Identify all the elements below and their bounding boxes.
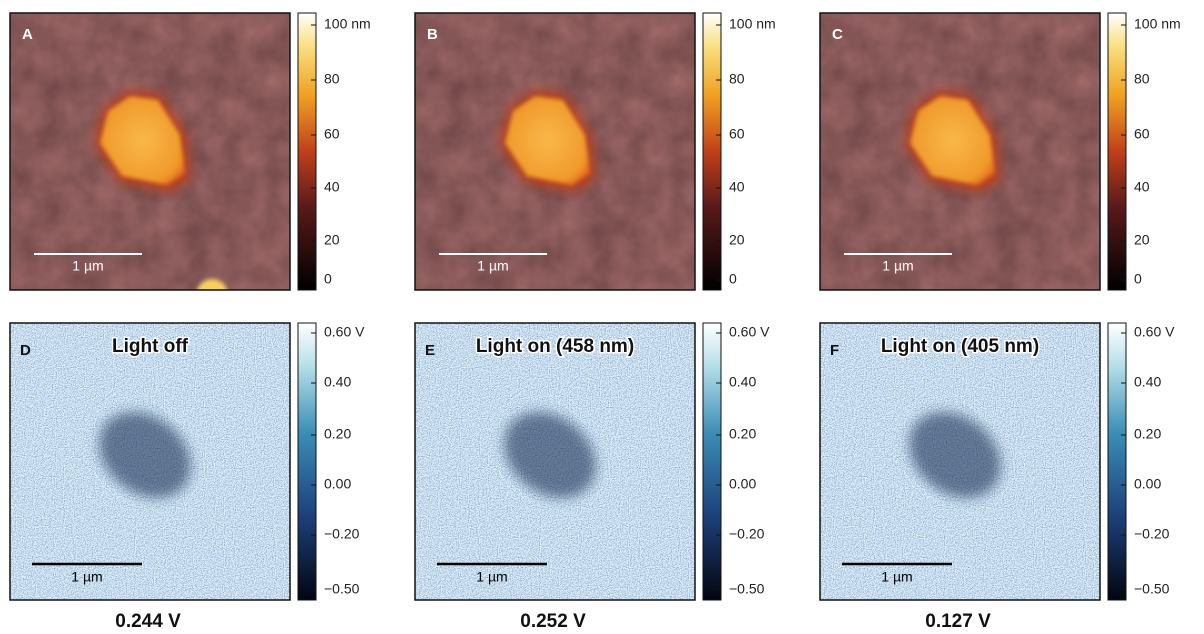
grain	[100, 96, 185, 185]
image: 1 µm F Light on (405 nm)	[820, 323, 1100, 600]
colorbar: 100 nm 80 60 40 20 0	[1107, 12, 1181, 291]
colorbar-tick-label: 60	[324, 126, 340, 142]
panel-title: Light on (458 nm)	[476, 336, 634, 357]
colorbar-tick-label: 60	[729, 126, 745, 142]
colorbar-tick-label: 40	[1134, 179, 1150, 195]
panel: 1 µm A	[9, 12, 291, 291]
grain-contrast	[909, 412, 1001, 498]
colorbar-tick-label: 0.40	[324, 374, 351, 390]
grain-contrast	[504, 412, 596, 498]
colorbar-tick-label: −0.20	[324, 526, 360, 542]
caption: 0.244 V	[115, 611, 181, 632]
colorbar-tick-label: −0.50	[729, 581, 765, 597]
colorbar-tick-label: 0.60 V	[324, 324, 365, 340]
colorbar-tick-label: 80	[1134, 71, 1150, 87]
colorbar: 100 nm 80 60 40 20 0	[297, 12, 371, 291]
colorbar-tick-label: 0.20	[1134, 426, 1161, 442]
colorbar-tick-label: 0.40	[1134, 374, 1161, 390]
colorbar-tick-label: 0.20	[729, 426, 756, 442]
panel-title: Light on (405 nm)	[881, 336, 1039, 357]
panel-letter: A	[22, 26, 33, 43]
caption: 0.127 V	[925, 611, 991, 632]
panel-letter: E	[425, 342, 435, 359]
panel-letter: B	[427, 26, 438, 43]
colorbar-tick-label: 0.60 V	[1134, 324, 1175, 340]
colorbar-tick-label: 20	[729, 232, 745, 248]
panel-frame	[819, 12, 1101, 291]
scale-bar-label: 1 µm	[71, 569, 102, 585]
panel-frame	[9, 12, 291, 291]
particle	[196, 279, 228, 290]
image: 1 µm C	[820, 13, 1100, 290]
panel-letter: F	[830, 342, 839, 359]
colorbar-tick-label: 60	[1134, 126, 1150, 142]
colorbar-tick-label: −0.50	[1134, 581, 1170, 597]
colorbar-tick-label: −0.20	[1134, 526, 1170, 542]
colorbar-tick-label: 0.00	[729, 476, 756, 492]
panel: 1 µm B	[414, 12, 696, 291]
panel: 1 µm F Light on (405 nm)	[819, 322, 1101, 601]
grain	[910, 96, 995, 185]
image: 1 µm A	[10, 13, 290, 290]
colorbar-tick-label: 0.00	[324, 476, 351, 492]
panel: 1 µm C	[819, 12, 1101, 291]
colorbar-tick-label: 0.00	[1134, 476, 1161, 492]
caption: 0.252 V	[520, 611, 586, 632]
colorbar-tick-label: 0.20	[324, 426, 351, 442]
colorbar-gradient	[702, 322, 722, 601]
colorbar-tick-label: 40	[324, 179, 340, 195]
colorbar-tick-label: 80	[324, 71, 340, 87]
image: 1 µm B	[415, 13, 695, 290]
image: 1 µm D Light off	[10, 323, 290, 600]
image: 1 µm E Light on (458 nm)	[415, 323, 695, 600]
colorbar-tick-label: 0.60 V	[729, 324, 770, 340]
grain	[505, 96, 590, 185]
colorbar-tick-label: 100 nm	[1134, 16, 1181, 32]
panel-frame	[9, 322, 291, 601]
colorbar: 0.60 V 0.40 0.20 0.00 −0.20 −0.50	[702, 322, 770, 601]
colorbar-gradient	[1107, 12, 1127, 291]
panel-title: Light off	[112, 336, 189, 357]
colorbar-gradient	[702, 12, 722, 291]
grain-contrast	[99, 412, 191, 498]
scale-bar-label: 1 µm	[72, 258, 103, 274]
colorbar-tick-label: 0.40	[729, 374, 756, 390]
colorbar-tick-label: 20	[324, 232, 340, 248]
colorbar-gradient	[297, 12, 317, 291]
scale-bar-label: 1 µm	[882, 258, 913, 274]
scale-bar-label: 1 µm	[477, 258, 508, 274]
scale-bar-label: 1 µm	[476, 569, 507, 585]
colorbar-tick-label: −0.20	[729, 526, 765, 542]
panel-letter: C	[832, 26, 843, 43]
colorbar-tick-label: 20	[1134, 232, 1150, 248]
colorbar-tick-label: 100 nm	[324, 16, 371, 32]
colorbar-tick-label: 0	[729, 271, 737, 287]
colorbar-tick-label: 0	[1134, 271, 1142, 287]
colorbar-tick-label: 0	[324, 271, 332, 287]
colorbar-tick-label: 80	[729, 71, 745, 87]
colorbar-gradient	[297, 322, 317, 601]
colorbar: 0.60 V 0.40 0.20 0.00 −0.20 −0.50	[297, 322, 365, 601]
scale-bar-label: 1 µm	[881, 569, 912, 585]
panel-frame	[414, 322, 696, 601]
panel-frame	[819, 322, 1101, 601]
colorbar-tick-label: −0.50	[324, 581, 360, 597]
colorbar: 100 nm 80 60 40 20 0	[702, 12, 776, 291]
colorbar-gradient	[1107, 322, 1127, 601]
panel-letter: D	[20, 342, 31, 359]
colorbar-tick-label: 100 nm	[729, 16, 776, 32]
panel: 1 µm D Light off	[9, 322, 291, 601]
panel: 1 µm E Light on (458 nm)	[414, 322, 696, 601]
panel-frame	[414, 12, 696, 291]
colorbar-tick-label: 40	[729, 179, 745, 195]
colorbar: 0.60 V 0.40 0.20 0.00 −0.20 −0.50	[1107, 322, 1175, 601]
